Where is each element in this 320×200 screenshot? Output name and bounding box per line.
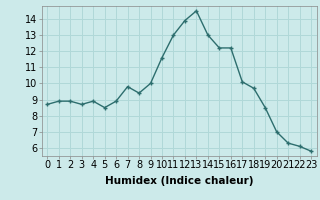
X-axis label: Humidex (Indice chaleur): Humidex (Indice chaleur) bbox=[105, 176, 253, 186]
